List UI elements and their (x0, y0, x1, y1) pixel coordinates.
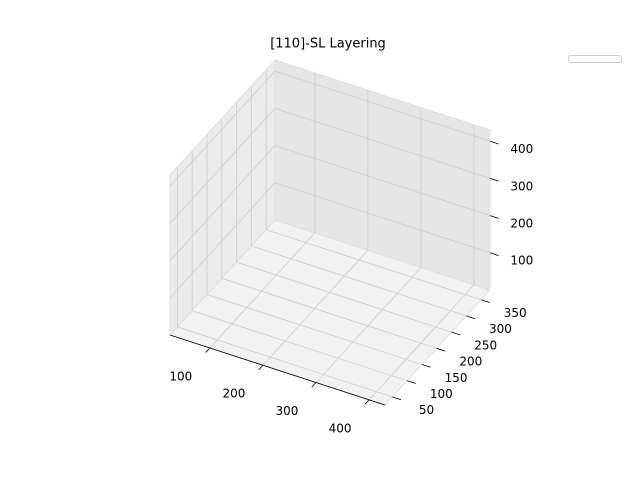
axis-line (169, 334, 386, 406)
grid-line (274, 70, 491, 142)
tick-mark (481, 299, 490, 303)
tick-mark (364, 399, 370, 405)
tick-mark (489, 177, 499, 182)
z-tick-label: 100 (510, 254, 533, 268)
y-tick-label: 300 (489, 322, 512, 336)
legend (568, 55, 622, 63)
grid-line (274, 182, 491, 254)
y-tick-label: 350 (504, 306, 527, 320)
tick-mark (421, 364, 431, 368)
chart-title: [110]-SL Layering (270, 37, 386, 52)
grid-line (177, 326, 393, 398)
x-tick-label: 200 (222, 387, 245, 401)
tick-mark (407, 380, 416, 384)
z-tick-label: 200 (510, 216, 533, 230)
grid-line (192, 310, 408, 382)
tick-mark (311, 382, 317, 388)
x-tick-label: 100 (169, 369, 192, 383)
grid-line (274, 145, 491, 216)
z-tick-label: 400 (510, 142, 533, 156)
tick-mark (489, 252, 499, 256)
grid-line (209, 232, 316, 349)
grid-line (236, 261, 452, 333)
x-tick-label: 400 (329, 421, 352, 435)
tick-mark (489, 140, 499, 145)
grid-line (221, 277, 437, 349)
x-tick-label: 300 (276, 404, 299, 418)
grid-line (169, 145, 276, 261)
y-tick-label: 200 (459, 355, 482, 369)
grid-line (315, 267, 422, 383)
grid-line (266, 229, 482, 301)
grid-line (169, 182, 276, 299)
tick-mark (258, 364, 264, 371)
grid-line (262, 249, 369, 366)
tick-mark (436, 347, 446, 352)
grid-line (169, 70, 276, 187)
pane-back (274, 59, 491, 291)
y-tick-label: 100 (430, 387, 453, 401)
y-tick-label: 150 (445, 371, 468, 385)
y-tick-label: 250 (474, 338, 497, 352)
tick-mark (205, 347, 211, 353)
tick-mark (489, 215, 499, 219)
y-tick-label: 50 (419, 403, 434, 417)
tick-mark (466, 315, 476, 320)
grid-line (169, 108, 276, 224)
grid-line (251, 245, 467, 317)
tick-mark (392, 396, 402, 401)
z-tick-label: 300 (510, 179, 533, 193)
grid-line (368, 284, 475, 401)
tick-mark (451, 331, 461, 336)
grid-line (206, 294, 423, 365)
grid-line (274, 107, 491, 179)
